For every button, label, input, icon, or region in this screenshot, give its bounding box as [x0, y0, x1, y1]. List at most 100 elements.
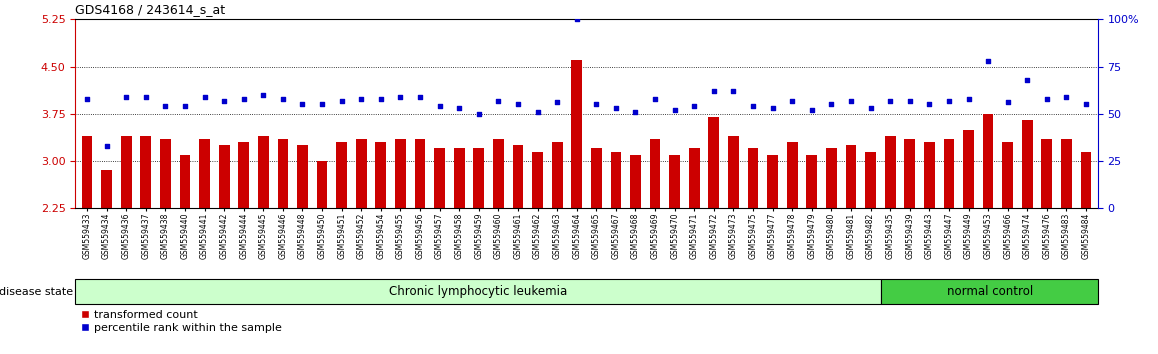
Bar: [806, 155, 818, 208]
Point: [587, 102, 606, 107]
Bar: [571, 60, 582, 208]
Bar: [963, 130, 974, 208]
Bar: [493, 139, 504, 208]
Bar: [395, 139, 405, 208]
Point: [137, 94, 155, 100]
Bar: [748, 148, 758, 208]
Bar: [1041, 139, 1053, 208]
Point: [293, 102, 312, 107]
Bar: [81, 136, 93, 208]
Bar: [1003, 142, 1013, 208]
Bar: [1061, 139, 1072, 208]
Point: [548, 100, 566, 105]
Bar: [298, 145, 308, 208]
Point: [117, 94, 135, 100]
Bar: [434, 148, 445, 208]
Point: [1018, 77, 1036, 83]
Bar: [865, 152, 875, 208]
Point: [881, 98, 900, 103]
Bar: [551, 142, 563, 208]
Text: normal control: normal control: [946, 285, 1033, 298]
Point: [528, 109, 547, 115]
Point: [822, 102, 841, 107]
Bar: [826, 148, 837, 208]
Bar: [944, 139, 954, 208]
Point: [469, 111, 488, 117]
Bar: [160, 139, 170, 208]
Bar: [786, 142, 798, 208]
Bar: [336, 142, 347, 208]
Point: [1077, 102, 1095, 107]
Point: [704, 88, 723, 94]
Bar: [316, 161, 328, 208]
Bar: [278, 139, 288, 208]
Point: [686, 103, 704, 109]
Point: [979, 58, 997, 64]
Point: [391, 94, 410, 100]
Bar: [258, 136, 269, 208]
Point: [411, 94, 430, 100]
Point: [666, 107, 684, 113]
Point: [939, 98, 958, 103]
Text: Chronic lymphocytic leukemia: Chronic lymphocytic leukemia: [389, 285, 567, 298]
Bar: [120, 136, 132, 208]
Bar: [1080, 152, 1092, 208]
Text: disease state: disease state: [0, 287, 73, 297]
Point: [332, 98, 351, 103]
Point: [196, 94, 214, 100]
Bar: [140, 136, 152, 208]
Point: [273, 96, 292, 102]
Point: [763, 105, 782, 111]
Point: [607, 105, 625, 111]
Point: [489, 98, 507, 103]
Point: [842, 98, 860, 103]
Bar: [610, 152, 622, 208]
Bar: [630, 155, 640, 208]
Point: [352, 96, 371, 102]
Bar: [375, 142, 387, 208]
Point: [372, 96, 390, 102]
Point: [156, 103, 175, 109]
Bar: [669, 155, 680, 208]
Bar: [513, 145, 523, 208]
Bar: [179, 155, 190, 208]
Point: [743, 103, 762, 109]
Point: [901, 98, 919, 103]
Point: [862, 105, 880, 111]
Point: [959, 96, 977, 102]
Point: [1038, 96, 1056, 102]
Bar: [533, 152, 543, 208]
Point: [97, 143, 116, 149]
Point: [1057, 94, 1076, 100]
Bar: [1021, 120, 1033, 208]
Point: [254, 92, 272, 98]
Point: [508, 102, 527, 107]
Bar: [591, 148, 602, 208]
Bar: [219, 145, 229, 208]
Point: [176, 103, 195, 109]
Bar: [650, 139, 660, 208]
Bar: [983, 114, 994, 208]
Point: [998, 100, 1017, 105]
Bar: [904, 139, 915, 208]
Point: [450, 105, 469, 111]
Point: [783, 98, 801, 103]
Point: [78, 96, 96, 102]
Point: [567, 17, 586, 22]
Bar: [845, 145, 857, 208]
Bar: [199, 139, 210, 208]
Legend: transformed count, percentile rank within the sample: transformed count, percentile rank withi…: [81, 310, 283, 333]
Point: [431, 103, 449, 109]
Bar: [239, 142, 249, 208]
Bar: [454, 148, 464, 208]
Text: GDS4168 / 243614_s_at: GDS4168 / 243614_s_at: [75, 3, 226, 16]
Bar: [689, 148, 699, 208]
Bar: [924, 142, 935, 208]
Point: [626, 109, 645, 115]
Point: [802, 107, 821, 113]
Bar: [75, 279, 881, 304]
Point: [313, 102, 331, 107]
Point: [921, 102, 939, 107]
Bar: [885, 136, 895, 208]
Point: [646, 96, 665, 102]
